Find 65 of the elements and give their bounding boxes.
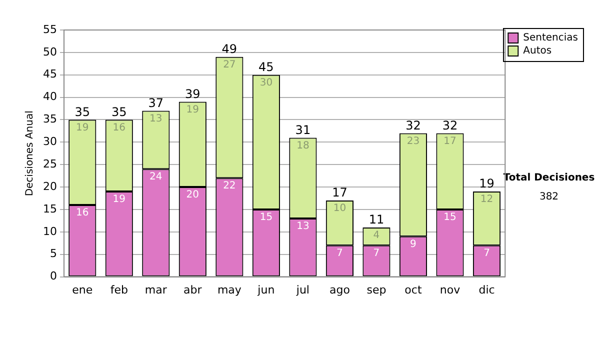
- data-label: 16: [76, 208, 89, 219]
- data-label: 27: [223, 60, 236, 71]
- data-label: 15: [444, 212, 456, 224]
- data-label: 7: [373, 248, 380, 259]
- total-label: 11: [368, 212, 384, 227]
- x-tick-label: sep: [366, 283, 386, 296]
- x-tick-label: ago: [329, 283, 350, 296]
- text: 382: [539, 192, 559, 203]
- data-label: 7: [484, 248, 490, 259]
- data-label: 4: [373, 230, 380, 242]
- data-label: 30: [260, 77, 273, 88]
- data-label: 9: [410, 239, 416, 250]
- total-label: 32: [442, 118, 458, 132]
- data-label: 23: [406, 136, 420, 147]
- legend-label: Autos: [523, 46, 552, 57]
- data-label: 12: [480, 194, 494, 206]
- data-label: 19: [76, 122, 89, 134]
- data-label: 7: [336, 248, 343, 259]
- x-tick-label: ene: [72, 283, 93, 296]
- x-tick-label: jul: [295, 283, 310, 296]
- legend-label: Sentencias: [523, 32, 578, 44]
- y-tick-label: 30: [42, 135, 57, 148]
- data-label: 17: [444, 136, 456, 147]
- y-tick-label: 0: [50, 270, 57, 283]
- total-label: 39: [185, 86, 200, 101]
- data-label: 15: [260, 212, 273, 224]
- total-label: 35: [112, 104, 127, 119]
- annotation: Total Decisiones: [503, 172, 595, 184]
- data-label: 19: [186, 104, 200, 116]
- x-tick-label: jun: [256, 283, 275, 296]
- y-tick-label: 45: [42, 68, 57, 81]
- total-label: 31: [295, 122, 311, 137]
- data-label: 10: [333, 203, 346, 214]
- y-tick-label: 10: [42, 224, 57, 238]
- x-tick-label: abr: [184, 283, 202, 296]
- total-label: 37: [148, 96, 164, 110]
- x-tick-label: nov: [440, 283, 461, 296]
- data-label: 16: [112, 122, 126, 134]
- x-tick-label: mar: [144, 283, 168, 296]
- data-label: 19: [112, 194, 126, 206]
- total-label: 19: [479, 176, 494, 191]
- data-label: 18: [296, 140, 310, 152]
- x-tick-label: may: [217, 283, 242, 296]
- y-tick-label: 25: [42, 157, 57, 170]
- y-tick-label: 55: [42, 22, 57, 36]
- y-tick-label: 20: [42, 180, 57, 193]
- y-tick-label: 40: [42, 90, 57, 104]
- total-label: 45: [258, 60, 274, 74]
- y-tick-label: 50: [42, 45, 57, 58]
- data-label: 13: [296, 221, 310, 232]
- y-tick-label: 35: [42, 112, 57, 126]
- y-axis-title: Decisiones Anual: [24, 110, 36, 196]
- x-tick-label: dic: [478, 283, 495, 296]
- y-tick-label: 5: [50, 247, 57, 260]
- total-label: 32: [406, 118, 421, 132]
- data-label: 20: [186, 190, 200, 201]
- data-label: 13: [150, 113, 162, 124]
- total-label: 35: [74, 104, 90, 119]
- y-tick-label: 15: [42, 202, 57, 216]
- total-label: 49: [222, 42, 238, 56]
- x-tick-label: oct: [404, 283, 422, 296]
- data-label: 22: [223, 180, 236, 192]
- total-label: 17: [332, 186, 348, 200]
- x-tick-label: feb: [110, 283, 128, 296]
- data-label: 24: [150, 172, 162, 183]
